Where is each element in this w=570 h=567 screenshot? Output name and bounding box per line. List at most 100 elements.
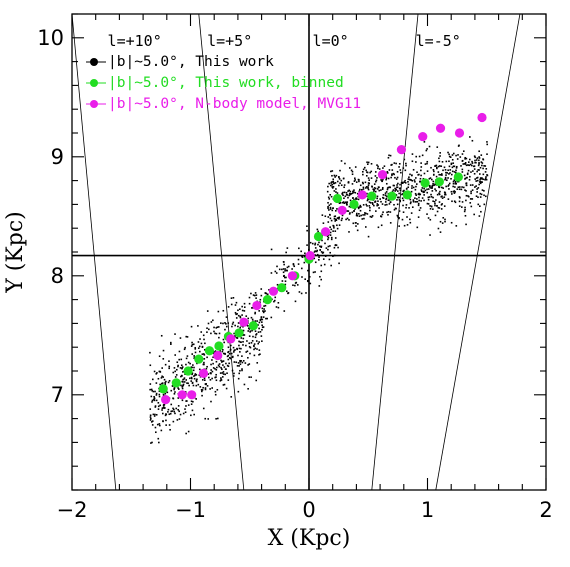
x-axis-title: X (Kpc) — [268, 526, 351, 551]
star-point — [158, 355, 161, 358]
star-point — [161, 407, 164, 410]
star-point — [429, 177, 432, 179]
star-point — [434, 188, 436, 190]
star-point — [410, 190, 413, 193]
star-point — [239, 369, 241, 372]
star-point — [181, 367, 183, 370]
star-point — [435, 175, 438, 178]
y-tick-label: 10 — [37, 26, 64, 50]
star-point — [258, 353, 260, 356]
star-point — [181, 366, 184, 368]
star-point — [177, 388, 180, 390]
star-point — [357, 207, 360, 210]
star-point — [171, 385, 174, 387]
star-point — [424, 189, 427, 192]
star-point — [365, 175, 368, 177]
star-point — [214, 376, 216, 379]
star-point — [422, 190, 425, 193]
star-point — [335, 174, 338, 177]
star-point — [330, 238, 333, 241]
star-point — [262, 310, 265, 313]
star-point — [394, 176, 396, 179]
star-point — [194, 373, 197, 375]
star-point — [292, 284, 294, 287]
star-point — [235, 361, 238, 364]
star-point — [373, 190, 375, 192]
star-point — [429, 207, 432, 210]
star-point — [370, 177, 373, 179]
star-point — [481, 162, 484, 164]
star-point — [432, 183, 434, 185]
star-point — [428, 145, 431, 148]
star-point — [329, 184, 332, 187]
star-point — [453, 165, 456, 168]
star-point — [263, 308, 265, 310]
star-point — [465, 223, 467, 226]
star-point — [193, 366, 195, 369]
legend-label: |b|~5.0°, This work, binned — [108, 75, 344, 91]
binned-point — [402, 190, 412, 200]
star-point — [215, 360, 218, 363]
star-point — [476, 157, 479, 159]
star-point — [211, 370, 214, 373]
star-point — [452, 162, 455, 164]
sight-line-3 — [371, 14, 419, 490]
star-point — [303, 261, 306, 264]
star-point — [178, 410, 181, 413]
star-point — [261, 318, 264, 321]
star-point — [222, 371, 225, 373]
star-point — [368, 182, 371, 185]
star-point — [346, 201, 349, 203]
star-point — [237, 390, 240, 393]
star-point — [393, 203, 395, 206]
star-point — [252, 335, 254, 338]
star-point — [283, 263, 285, 266]
star-point — [173, 388, 175, 391]
star-point — [426, 160, 429, 163]
star-point — [441, 186, 443, 189]
star-point — [366, 161, 368, 164]
star-point — [216, 417, 219, 420]
nbody-points — [161, 112, 487, 405]
star-point — [476, 179, 479, 182]
star-point — [181, 399, 184, 402]
star-point — [172, 371, 175, 374]
star-point — [241, 314, 243, 316]
star-point — [380, 189, 382, 191]
star-point — [327, 196, 330, 199]
star-point — [237, 322, 240, 324]
star-point — [347, 210, 350, 212]
star-point — [389, 211, 392, 213]
star-point — [230, 344, 232, 347]
star-point — [261, 328, 263, 331]
star-point — [407, 186, 410, 189]
star-point — [236, 365, 239, 367]
star-point — [255, 334, 257, 336]
star-point — [340, 219, 343, 222]
star-point — [409, 218, 411, 221]
star-point — [201, 345, 204, 348]
star-point — [396, 196, 399, 199]
star-point — [313, 251, 316, 253]
star-point — [376, 177, 378, 179]
star-point — [163, 404, 165, 407]
star-point — [243, 310, 246, 312]
star-point — [412, 199, 415, 201]
star-point — [211, 387, 213, 389]
star-point — [319, 249, 321, 251]
star-point — [254, 292, 257, 294]
star-point — [232, 346, 235, 349]
star-point — [186, 382, 188, 384]
star-point — [260, 288, 263, 290]
star-point — [187, 404, 190, 406]
star-point — [368, 205, 371, 207]
binned-point — [387, 191, 397, 201]
star-point — [410, 201, 412, 203]
star-point — [421, 187, 424, 189]
star-point — [383, 165, 386, 167]
star-point — [470, 205, 473, 208]
star-point — [336, 227, 339, 230]
star-point — [453, 200, 456, 203]
star-point — [318, 241, 320, 244]
star-point — [450, 163, 453, 166]
